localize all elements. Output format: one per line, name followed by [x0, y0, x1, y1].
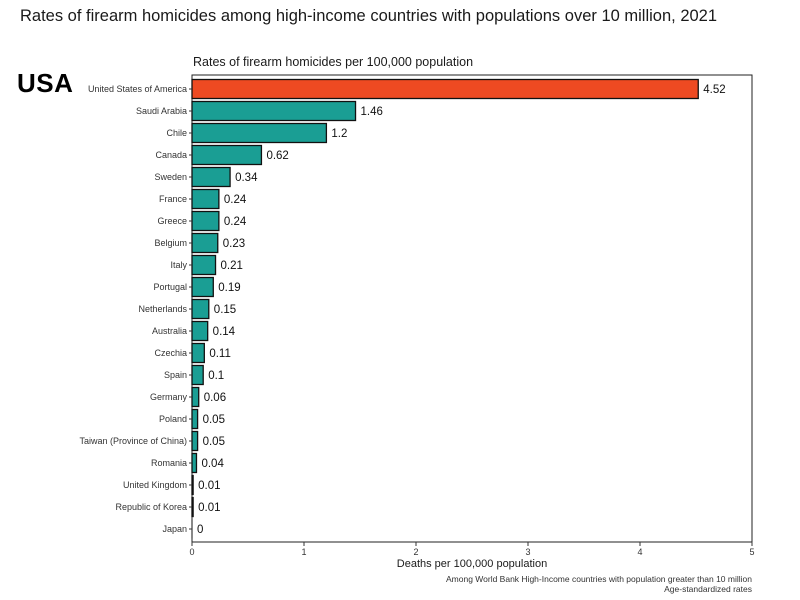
x-axis: United States of America Saudi Arabia Chil…	[79, 84, 754, 557]
value-label-canada: 0.62	[266, 150, 288, 162]
y-tick-label-romania: Romania	[151, 458, 187, 468]
bars-layer: 4.52 1.46 1.2 0.62 0.34 0.24 0.24 0.23 0.21 0.19 0…	[191, 78, 726, 539]
y-tick-label-france: France	[159, 194, 187, 204]
x-tick-label-1: 1	[301, 547, 306, 557]
value-label-greece: 0.24	[224, 216, 247, 228]
value-label-republic-of-korea: 0.01	[198, 502, 220, 514]
y-tick-label-poland: Poland	[159, 414, 187, 424]
bar-canada	[191, 144, 263, 166]
value-label-poland: 0.05	[203, 414, 225, 426]
bar-belgium	[191, 232, 219, 254]
y-tick-label-czechia: Czechia	[154, 348, 187, 358]
bar-italy	[191, 254, 217, 276]
value-label-taiwan-province-of-china: 0.05	[203, 436, 225, 448]
bar-spain	[191, 364, 204, 386]
value-label-sweden: 0.34	[235, 172, 258, 184]
footnote-age-standardized: Age-standardized rates	[664, 584, 752, 594]
bar-greece	[191, 210, 220, 232]
bar-netherlands	[191, 298, 210, 320]
bar-australia	[191, 320, 209, 342]
value-label-united-kingdom: 0.01	[198, 480, 220, 492]
bar-sweden	[191, 166, 231, 188]
usa-highlight-label: USA	[17, 68, 74, 98]
bar-united-states-of-america	[191, 78, 699, 100]
bar-portugal	[191, 276, 214, 298]
value-label-united-states-of-america: 4.52	[703, 84, 725, 96]
y-tick-label-portugal: Portugal	[153, 282, 187, 292]
y-tick-label-spain: Spain	[164, 370, 187, 380]
bar-france	[191, 188, 220, 210]
value-label-australia: 0.14	[213, 326, 236, 338]
y-tick-label-canada: Canada	[155, 150, 187, 160]
value-label-romania: 0.04	[201, 458, 224, 470]
y-tick-label-united-states-of-america: United States of America	[88, 84, 187, 94]
bar-chile	[191, 122, 328, 144]
x-tick-label-4: 4	[637, 547, 642, 557]
y-tick-label-germany: Germany	[150, 392, 188, 402]
x-tick-label-0: 0	[189, 547, 194, 557]
bar-united-kingdom	[191, 474, 194, 496]
value-label-portugal: 0.19	[218, 282, 240, 294]
page-title: Rates of firearm homicides among high-in…	[20, 7, 718, 25]
plot-frame	[191, 74, 753, 543]
y-tick-label-italy: Italy	[170, 260, 187, 270]
value-label-chile: 1.2	[331, 128, 347, 140]
value-label-netherlands: 0.15	[214, 304, 236, 316]
y-tick-label-japan: Japan	[162, 524, 187, 534]
value-label-belgium: 0.23	[223, 238, 245, 250]
bar-czechia	[191, 342, 205, 364]
value-label-saudi-arabia: 1.46	[361, 106, 383, 118]
value-label-czechia: 0.11	[209, 348, 231, 360]
value-label-germany: 0.06	[204, 392, 226, 404]
bar-germany	[191, 386, 200, 408]
y-tick-label-republic-of-korea: Republic of Korea	[115, 502, 187, 512]
bar-republic-of-korea	[191, 496, 194, 518]
value-label-france: 0.24	[224, 194, 247, 206]
value-label-japan: 0	[197, 524, 203, 536]
y-tick-label-chile: Chile	[166, 128, 187, 138]
value-label-spain: 0.1	[208, 370, 224, 382]
bar-saudi-arabia	[191, 100, 357, 122]
footnote-population: Among World Bank High-Income countries w…	[446, 574, 752, 584]
y-tick-label-united-kingdom: United Kingdom	[123, 480, 187, 490]
x-tick-label-2: 2	[413, 547, 418, 557]
y-tick-label-netherlands: Netherlands	[138, 304, 187, 314]
y-tick-label-greece: Greece	[157, 216, 187, 226]
y-tick-label-sweden: Sweden	[154, 172, 187, 182]
value-label-italy: 0.21	[221, 260, 243, 272]
y-tick-label-belgium: Belgium	[154, 238, 187, 248]
x-tick-label-5: 5	[749, 547, 754, 557]
x-axis-label: Deaths per 100,000 population	[397, 558, 547, 570]
x-tick-label-3: 3	[525, 547, 530, 557]
bar-romania	[191, 452, 198, 474]
y-tick-label-taiwan-province-of-china: Taiwan (Province of China)	[79, 436, 187, 446]
y-tick-label-saudi-arabia: Saudi Arabia	[136, 106, 187, 116]
chart-subtitle: Rates of firearm homicides per 100,000 p…	[193, 55, 473, 69]
bar-poland	[191, 408, 199, 430]
y-tick-label-australia: Australia	[152, 326, 187, 336]
bar-taiwan-province-of-china	[191, 430, 199, 452]
